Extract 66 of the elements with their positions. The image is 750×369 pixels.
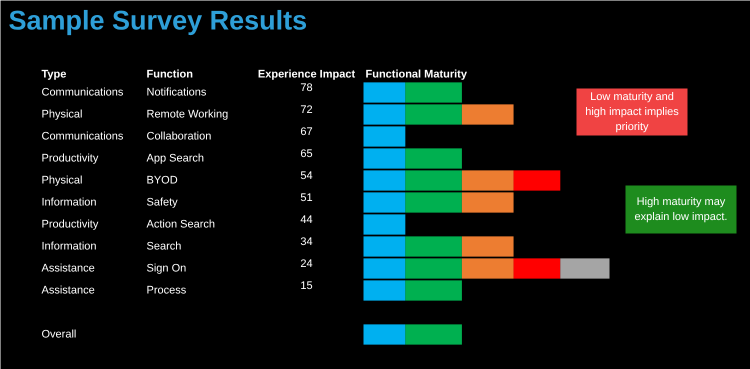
bar <box>462 236 514 257</box>
text: 67 <box>300 126 313 138</box>
bar <box>364 170 406 191</box>
bar <box>462 258 514 279</box>
y-tick-label: App Search <box>146 152 204 164</box>
bar <box>560 258 610 279</box>
bar <box>364 82 406 103</box>
chart-title: Sample Survey Results <box>8 6 308 36</box>
text: Information <box>42 196 97 208</box>
y-tick-label: BYOD <box>146 174 178 186</box>
bar <box>514 170 560 191</box>
y-tick-label: Action Search <box>146 218 215 230</box>
text: Assistance <box>42 284 95 296</box>
bar <box>364 258 406 279</box>
y-tick-label: Safety <box>146 196 178 208</box>
text: Experience Impact <box>258 68 356 80</box>
text: Productivity <box>42 218 99 230</box>
bar <box>405 280 462 301</box>
y-tick-label: Search <box>146 240 182 252</box>
text: 24 <box>300 258 313 270</box>
bar <box>405 104 462 125</box>
annotation: Low maturity and high impact implies priority <box>585 91 680 133</box>
bar <box>462 170 514 191</box>
text: Physical <box>42 174 82 186</box>
text: Communications <box>42 86 124 98</box>
text: Productivity <box>42 152 99 164</box>
text: Type <box>42 68 66 80</box>
text: 34 <box>300 236 313 248</box>
text: Functional Maturity <box>366 68 468 80</box>
text: Physical <box>42 108 82 120</box>
bar <box>514 258 560 279</box>
bar <box>364 192 406 213</box>
bar <box>405 192 462 213</box>
text: Function <box>146 68 194 80</box>
bar <box>462 104 514 125</box>
bar <box>405 148 462 169</box>
bar <box>364 236 406 257</box>
bar <box>364 148 406 169</box>
y-tick-label: Collaboration <box>146 130 212 142</box>
bar <box>405 82 462 103</box>
bar <box>364 324 406 345</box>
text: 72 <box>300 104 313 116</box>
text: 15 <box>300 280 313 292</box>
text: Communications <box>42 130 124 142</box>
y-tick-label: Notifications <box>146 86 207 98</box>
bar <box>364 214 406 235</box>
y-tick-label: Sign On <box>146 262 186 274</box>
bar <box>405 236 462 257</box>
y-tick-label: Process <box>146 284 187 296</box>
bar <box>462 192 514 213</box>
text: High maturity may explain low impact. <box>634 196 728 223</box>
bar <box>405 324 462 345</box>
bar <box>405 170 462 191</box>
bar <box>364 280 406 301</box>
text: 65 <box>300 148 313 160</box>
text: 51 <box>300 192 313 204</box>
bar <box>364 126 406 147</box>
y-tick-label: Remote Working <box>146 108 228 120</box>
bar <box>405 258 462 279</box>
text: Information <box>42 240 97 252</box>
text: Assistance <box>42 262 95 274</box>
bar <box>364 104 406 125</box>
text: 78 <box>300 82 313 94</box>
text: 44 <box>300 214 313 226</box>
text: 54 <box>300 170 313 182</box>
text: Overall <box>42 328 76 340</box>
